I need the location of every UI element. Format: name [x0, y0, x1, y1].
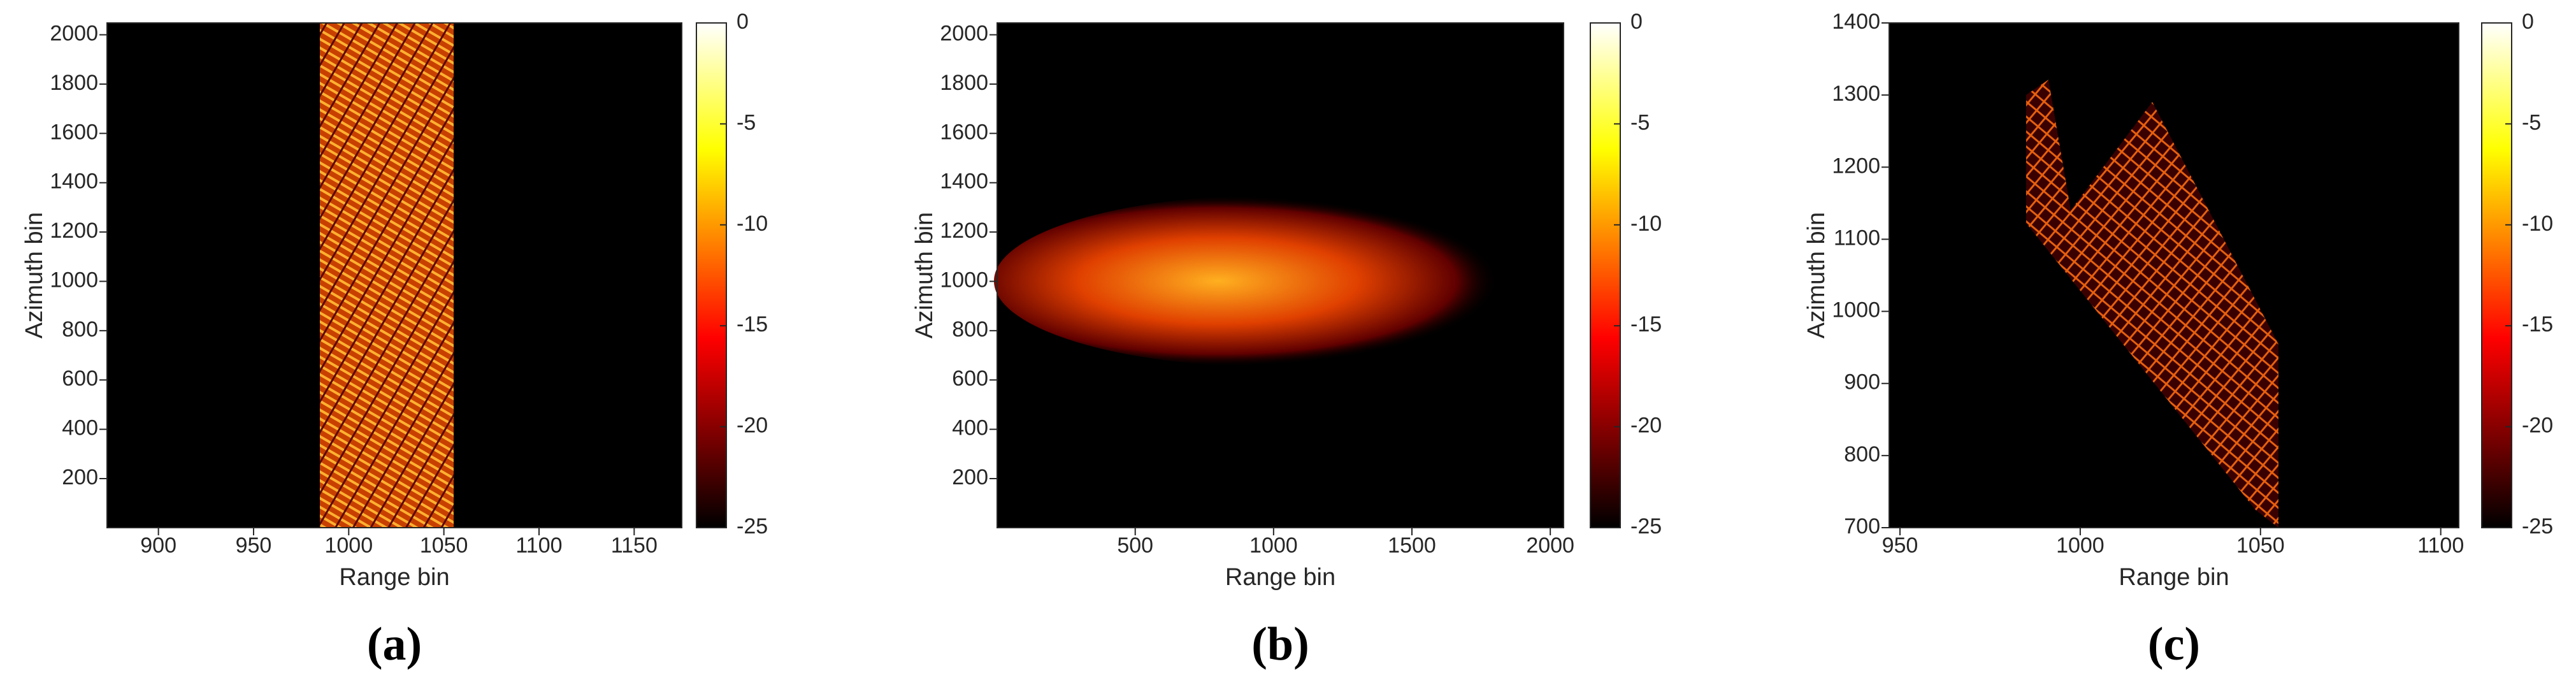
y-tick-label: 700 [1844, 514, 1880, 539]
colorbar-tick-label: -20 [2522, 414, 2553, 438]
caption: (a) [367, 618, 422, 670]
heatmap-texture [2026, 80, 2278, 528]
colorbar-tick-label: -15 [737, 312, 768, 336]
y-tick-label: 200 [952, 465, 988, 489]
y-tick-label: 2000 [50, 22, 98, 46]
x-tick-label: 2000 [1526, 533, 1574, 558]
y-tick-label: 1400 [50, 170, 98, 194]
x-tick-label: 1050 [2236, 533, 2285, 558]
y-axis-label: Azimuth bin [911, 212, 938, 339]
x-tick-label: 1100 [2417, 533, 2464, 558]
axes-box [106, 22, 682, 528]
colorbar-tick-label: -5 [2522, 110, 2541, 134]
x-tick-label: 1000 [1249, 533, 1298, 558]
y-tick-label: 1400 [1832, 10, 1880, 34]
colorbar-tick-label: -20 [1630, 414, 1662, 438]
x-tick-label: 950 [1882, 533, 1918, 558]
y-tick-label: 1300 [1832, 82, 1880, 106]
y-tick-label: 1800 [50, 71, 98, 95]
axes-layer: 900 950 1000 1050 1100 1150 200 400 600 800 1000 12… [21, 10, 2553, 670]
colorbar-tick-label: -5 [737, 110, 756, 134]
x-axis-label: Range bin [2119, 564, 2229, 591]
colorbar-tick-label: -25 [1630, 514, 1662, 539]
colorbar-tick-label: 0 [737, 10, 749, 34]
y-tick-label: 400 [952, 416, 988, 440]
y-axis-label: Azimuth bin [21, 212, 48, 339]
y-tick-label: 1600 [940, 120, 988, 144]
y-tick-label: 1200 [50, 219, 98, 243]
x-axis-label: Range bin [1225, 564, 1335, 591]
y-tick-label: 800 [62, 317, 98, 342]
colorbar-tick-label: -5 [1630, 110, 1650, 134]
colorbar-tick-label: -10 [737, 212, 768, 236]
x-tick-label: 1100 [515, 533, 562, 558]
y-tick-label: 1000 [940, 268, 988, 292]
colorbar [696, 22, 727, 528]
y-tick-label: 400 [62, 416, 98, 440]
y-tick-label: 1100 [1834, 226, 1880, 250]
y-tick-label: 1600 [50, 120, 98, 144]
heatmap-texture [320, 23, 454, 528]
colorbar-tick-label: -15 [1630, 312, 1662, 336]
colorbar-tick-label: -25 [737, 514, 768, 539]
y-tick-label: 1200 [1832, 154, 1880, 178]
colorbar-tick-label: -10 [2522, 212, 2553, 236]
caption: (c) [2148, 618, 2200, 670]
x-tick-label: 1500 [1388, 533, 1436, 558]
colorbar-tick-label: 0 [2522, 10, 2534, 34]
y-tick-label: 800 [1844, 442, 1880, 466]
heatmap-texture [994, 195, 1555, 367]
y-tick-label: 800 [952, 317, 988, 342]
colorbar [2481, 22, 2512, 528]
y-tick-label: 1000 [50, 268, 98, 292]
axes-box [1889, 22, 2459, 528]
x-tick-label: 1150 [611, 533, 658, 558]
heatmap-textures [320, 23, 2278, 528]
colorbar-tick-label: -20 [737, 414, 768, 438]
x-tick-label: 500 [1117, 533, 1153, 558]
x-axis-label: Range bin [339, 564, 449, 591]
y-axis-label: Azimuth bin [1803, 212, 1830, 339]
colorbar-tick-label: -25 [2522, 514, 2553, 539]
colorbar-tick-label: -10 [1630, 212, 1662, 236]
colorbar-tick-label: -15 [2522, 312, 2553, 336]
y-tick-label: 1400 [940, 170, 988, 194]
y-tick-label: 600 [952, 366, 988, 391]
axes-box [997, 22, 1564, 528]
x-tick-label: 950 [236, 533, 272, 558]
x-tick-label: 1050 [420, 533, 468, 558]
x-tick-label: 900 [140, 533, 176, 558]
colorbar [1590, 22, 1621, 528]
caption: (b) [1251, 618, 1309, 670]
x-tick-label: 1000 [324, 533, 373, 558]
y-tick-label: 900 [1844, 370, 1880, 394]
colorbar-tick-label: 0 [1630, 10, 1643, 34]
x-tick-label: 1000 [2056, 533, 2105, 558]
y-tick-label: 1000 [1832, 298, 1880, 322]
y-tick-label: 1800 [940, 71, 988, 95]
y-tick-label: 1200 [940, 219, 988, 243]
y-tick-label: 200 [62, 465, 98, 489]
y-tick-label: 2000 [940, 22, 988, 46]
y-tick-label: 600 [62, 366, 98, 391]
